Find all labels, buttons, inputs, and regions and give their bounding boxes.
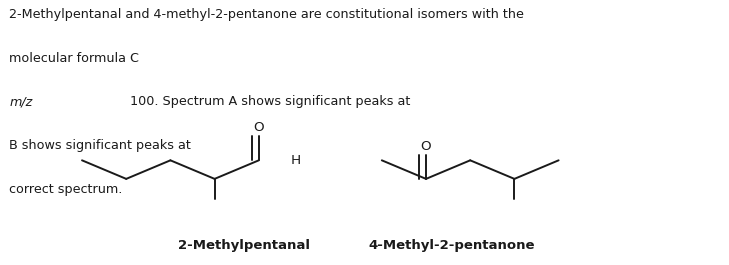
- Text: H: H: [290, 154, 301, 167]
- Text: 100. Spectrum A shows significant peaks at: 100. Spectrum A shows significant peaks …: [126, 95, 415, 108]
- Text: O: O: [254, 121, 264, 134]
- Text: molecular formula C: molecular formula C: [9, 52, 139, 65]
- Text: correct spectrum.: correct spectrum.: [9, 183, 123, 196]
- Text: 4-Methyl-2-pentanone: 4-Methyl-2-pentanone: [369, 239, 535, 252]
- Text: m/z: m/z: [9, 95, 33, 108]
- Text: B shows significant peaks at: B shows significant peaks at: [9, 139, 195, 152]
- Text: O: O: [421, 140, 432, 153]
- Text: 2-Methylpentanal: 2-Methylpentanal: [178, 239, 311, 252]
- Text: 2-Methylpentanal and 4-methyl-2-pentanone are constitutional isomers with the: 2-Methylpentanal and 4-methyl-2-pentanon…: [9, 8, 524, 21]
